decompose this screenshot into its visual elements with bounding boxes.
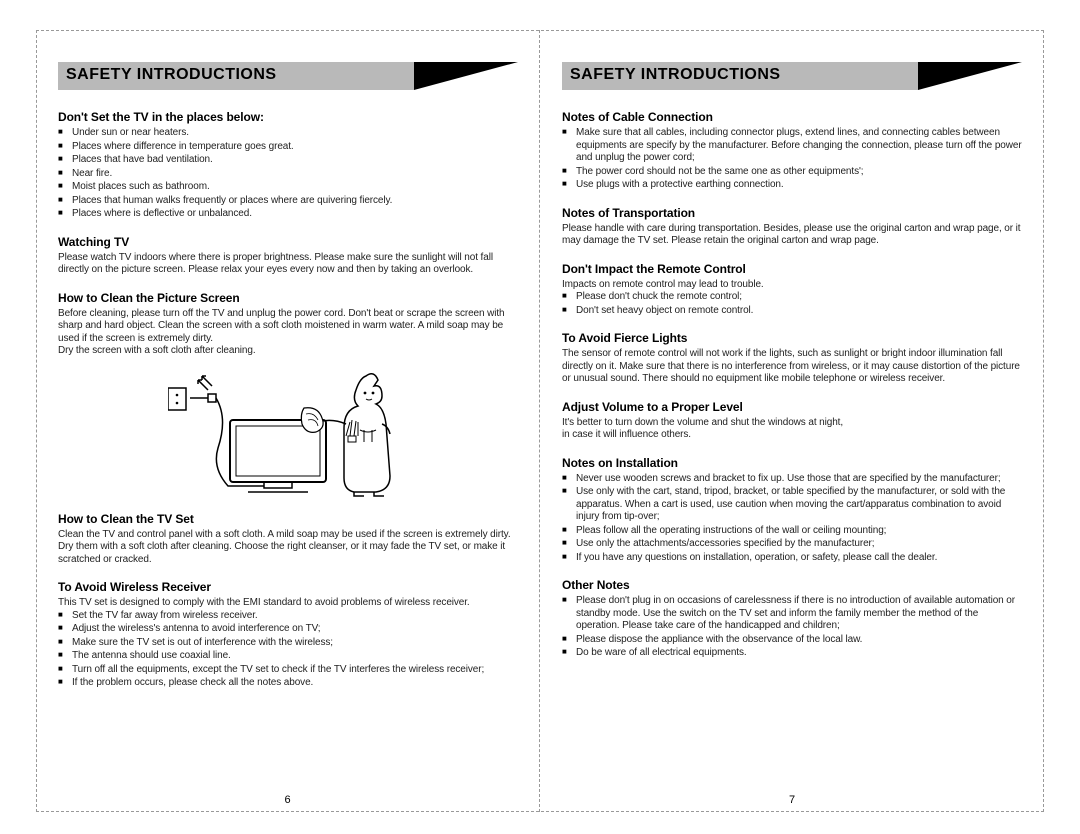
page-right: SAFETY INTRODUCTIONS Notes of Cable Conn…	[540, 30, 1044, 812]
section: Adjust Volume to a Proper Level It's bett…	[562, 400, 1022, 442]
section: How to Clean the TV Set Clean the TV and …	[58, 512, 517, 567]
list-item: Turn off all the equipments, except the …	[72, 664, 517, 677]
section-paragraph: Dry the screen with a soft cloth after c…	[58, 345, 517, 358]
left-sections: Don't Set the TV in the places below: Und…	[58, 110, 517, 690]
banner-title: SAFETY INTRODUCTIONS	[570, 66, 781, 84]
section: Notes of Cable Connection Make sure that …	[562, 110, 1022, 192]
list-item: Make sure that all cables, including con…	[576, 127, 1022, 165]
list-item: Make sure the TV set is out of interfere…	[72, 637, 517, 650]
list-item: Places that have bad ventilation.	[72, 154, 517, 167]
right-sections: Notes of Cable Connection Make sure that …	[562, 110, 1022, 660]
list-item: Please don't chuck the remote control;	[576, 291, 1022, 304]
section-heading: Don't Impact the Remote Control	[562, 262, 1022, 276]
section: Don't Set the TV in the places below: Und…	[58, 110, 517, 221]
list-item: The power cord should not be the same on…	[576, 166, 1022, 179]
section-paragraph: in case it will influence others.	[562, 429, 1022, 442]
list-item: Places where is deflective or unbalanced…	[72, 208, 517, 221]
section-heading: To Avoid Wireless Receiver	[58, 580, 517, 594]
list-item: The antenna should use coaxial line.	[72, 650, 517, 663]
list-item: Under sun or near heaters.	[72, 127, 517, 140]
list-item: Adjust the wireless's antenna to avoid i…	[72, 623, 517, 636]
list-item: Pleas follow all the operating instructi…	[576, 525, 1022, 538]
list-item: Near fire.	[72, 168, 517, 181]
section-paragraph: It's better to turn down the volume and …	[562, 417, 1022, 430]
list-item: Moist places such as bathroom.	[72, 181, 517, 194]
section-list: Never use wooden screws and bracket to f…	[562, 473, 1022, 565]
pagenum-right: 7	[540, 794, 1044, 806]
list-item: Please don't plug in on occasions of car…	[576, 595, 1022, 633]
section: To Avoid Fierce Lights The sensor of remo…	[562, 331, 1022, 386]
section-list: Set the TV far away from wireless receiv…	[58, 610, 517, 690]
section-heading: Watching TV	[58, 235, 517, 249]
list-item: Set the TV far away from wireless receiv…	[72, 610, 517, 623]
cleaning-illustration-icon	[168, 368, 408, 498]
banner-title: SAFETY INTRODUCTIONS	[66, 66, 277, 84]
list-item: If the problem occurs, please check all …	[72, 677, 517, 690]
banner-left: SAFETY INTRODUCTIONS	[58, 62, 517, 90]
list-item: Places that human walks frequently or pl…	[72, 195, 517, 208]
pagenum-left: 6	[36, 794, 539, 806]
section-heading: How to Clean the TV Set	[58, 512, 517, 526]
section: Other Notes Please don't plug in on occas…	[562, 578, 1022, 660]
section: Notes on Installation Never use wooden sc…	[562, 456, 1022, 565]
section-list: Please don't chuck the remote control;Do…	[562, 291, 1022, 317]
section-paragraph: This TV set is designed to comply with t…	[58, 597, 517, 610]
page-left: SAFETY INTRODUCTIONS Don't Set the TV in…	[36, 30, 540, 812]
section-heading: Don't Set the TV in the places below:	[58, 110, 517, 124]
list-item: Never use wooden screws and bracket to f…	[576, 473, 1022, 486]
section-paragraph: Impacts on remote control may lead to tr…	[562, 279, 1022, 292]
list-item: If you have any questions on installatio…	[576, 552, 1022, 565]
section-paragraph: Before cleaning, please turn off the TV …	[58, 308, 517, 346]
section-paragraph: Please watch TV indoors where there is p…	[58, 252, 517, 277]
list-item: Do be ware of all electrical equipments.	[576, 647, 1022, 660]
section-paragraph: Clean the TV and control panel with a so…	[58, 529, 517, 567]
list-item: Use only the attachments/accessories spe…	[576, 538, 1022, 551]
section-heading: Adjust Volume to a Proper Level	[562, 400, 1022, 414]
list-item: Use only with the cart, stand, tripod, b…	[576, 486, 1022, 524]
two-page-spread: SAFETY INTRODUCTIONS Don't Set the TV in…	[36, 30, 1044, 812]
section-paragraph: Please handle with care during transport…	[562, 223, 1022, 248]
section-list: Please don't plug in on occasions of car…	[562, 595, 1022, 660]
section-list: Under sun or near heaters.Places where d…	[58, 127, 517, 221]
list-item: Don't set heavy object on remote control…	[576, 305, 1022, 318]
section-heading: Notes of Transportation	[562, 206, 1022, 220]
section: How to Clean the Picture Screen Before cl…	[58, 291, 517, 498]
section: Don't Impact the Remote Control Impacts o…	[562, 262, 1022, 318]
section-heading: Other Notes	[562, 578, 1022, 592]
list-item: Places where difference in temperature g…	[72, 141, 517, 154]
section-paragraph: The sensor of remote control will not wo…	[562, 348, 1022, 386]
section: Watching TV Please watch TV indoors where…	[58, 235, 517, 277]
section-list: Make sure that all cables, including con…	[562, 127, 1022, 192]
list-item: Use plugs with a protective earthing con…	[576, 179, 1022, 192]
section: Notes of Transportation Please handle wit…	[562, 206, 1022, 248]
section-heading: To Avoid Fierce Lights	[562, 331, 1022, 345]
list-item: Please dispose the appliance with the ob…	[576, 634, 1022, 647]
section: To Avoid Wireless Receiver This TV set is…	[58, 580, 517, 690]
banner-right: SAFETY INTRODUCTIONS	[562, 62, 1022, 90]
section-heading: Notes of Cable Connection	[562, 110, 1022, 124]
section-heading: Notes on Installation	[562, 456, 1022, 470]
section-heading: How to Clean the Picture Screen	[58, 291, 517, 305]
